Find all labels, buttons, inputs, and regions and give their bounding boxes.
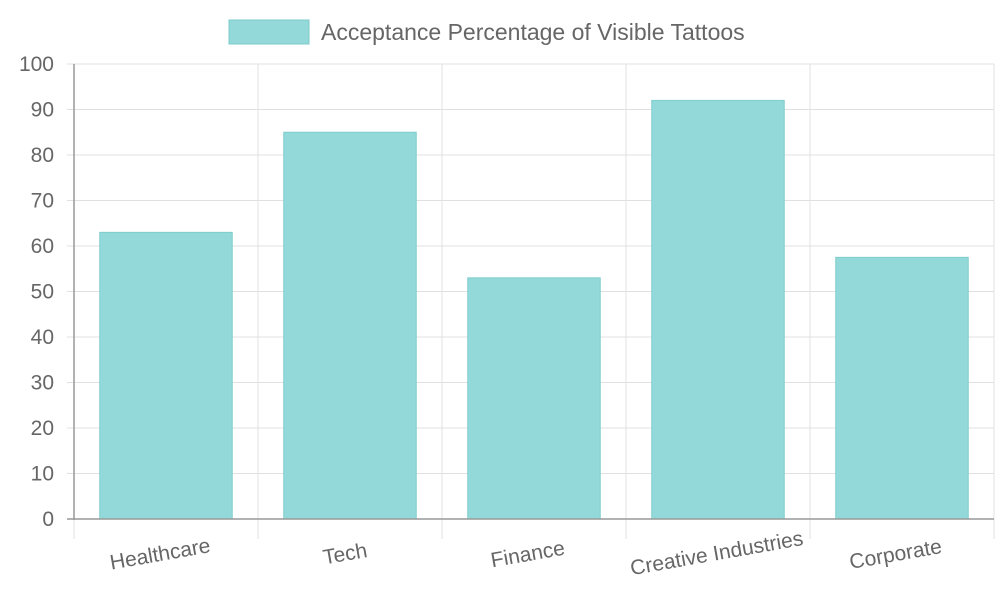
bar-corporate[interactable] [835,256,969,520]
x-tick-label: Corporate [848,535,944,574]
legend-swatch[interactable] [228,19,310,45]
x-axis-tick-labels: Healthcare Tech Finance Creative Industries… [108,527,943,580]
bar-creative-industries[interactable] [651,99,785,520]
bar-finance[interactable] [467,277,601,520]
x-tick-label: Creative Industries [629,527,805,580]
x-tick-label: Finance [489,537,567,573]
axes [67,64,994,520]
y-tick-label: 10 [31,463,54,486]
legend-label[interactable]: Acceptance Percentage of Visible Tattoos [321,19,745,45]
bars [99,99,969,520]
bar-healthcare[interactable] [99,231,233,520]
y-tick-label: 70 [31,190,54,213]
y-axis-tick-labels: 0 10 20 30 40 50 60 70 80 90 100 [19,53,54,531]
y-tick-label: 20 [31,417,54,440]
y-tick-label: 60 [31,235,54,258]
x-tick-label: Healthcare [108,534,212,574]
x-tick-label: Tech [321,539,369,569]
y-tick-label: 100 [19,53,54,76]
y-tick-label: 90 [31,99,54,122]
y-tick-label: 30 [31,372,54,395]
y-tick-label: 80 [31,144,54,167]
y-tick-label: 50 [31,281,54,304]
y-tick-label: 0 [42,508,54,531]
y-tick-label: 40 [31,326,54,349]
legend[interactable]: Acceptance Percentage of Visible Tattoos [228,19,745,45]
bar-tech[interactable] [283,131,417,520]
